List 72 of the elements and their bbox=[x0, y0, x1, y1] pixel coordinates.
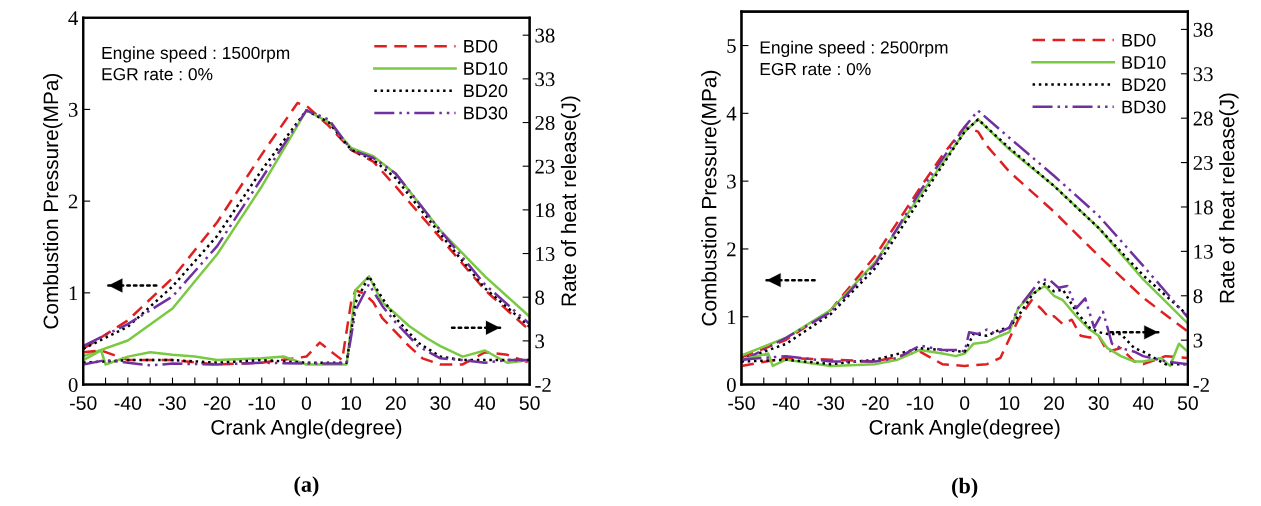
annotation: EGR rate : 0% bbox=[760, 62, 871, 76]
x-tick-label: -40 bbox=[114, 396, 142, 410]
y2-tick-label: 38 bbox=[535, 28, 555, 43]
y-tick-label: 1 bbox=[69, 286, 78, 301]
y2-tick-label: 3 bbox=[1193, 333, 1203, 348]
y-tick-label: 3 bbox=[727, 174, 736, 189]
x-tick-label: -30 bbox=[159, 396, 186, 410]
y2-tick-label: 8 bbox=[535, 290, 545, 305]
y2-tick-label: 3 bbox=[535, 334, 545, 349]
y-tick-label: 0 bbox=[726, 377, 736, 392]
y2-tick-label: 28 bbox=[535, 115, 555, 130]
y2-tick-label: 38 bbox=[1193, 22, 1213, 37]
legend-label: BD20 bbox=[464, 84, 508, 98]
x-tick-label: 40 bbox=[474, 396, 496, 410]
y2-tick-label: 33 bbox=[535, 72, 555, 87]
text: (b) bbox=[952, 477, 978, 498]
x-tick-label: 20 bbox=[385, 396, 406, 410]
y2-tick-label: 23 bbox=[1193, 156, 1213, 171]
x-axis-title: Crank Angle(degree) bbox=[869, 419, 1060, 439]
x-axis-title: Crank Angle(degree) bbox=[211, 419, 402, 439]
x-tick-label: 0 bbox=[960, 396, 970, 410]
x-tick-label: 30 bbox=[430, 396, 451, 410]
y-axis-title: Combustion Pressure(MPa) bbox=[701, 70, 721, 326]
annotation: EGR rate : 0% bbox=[102, 68, 213, 81]
x-tick-label: -10 bbox=[906, 396, 934, 410]
y2-axis-title: Rate of heat release(J) bbox=[1219, 93, 1239, 303]
y-tick-label: 0 bbox=[68, 377, 78, 392]
y-tick-label: 5 bbox=[727, 39, 736, 53]
y-tick-label: 2 bbox=[727, 242, 736, 257]
y-axis-title: Combustion Pressure(MPa) bbox=[42, 73, 63, 329]
y2-tick-label: 8 bbox=[1193, 289, 1203, 304]
y-tick-label: 1 bbox=[728, 310, 736, 324]
x-tick-label: 40 bbox=[1132, 396, 1154, 410]
x-tick-label: 30 bbox=[1088, 396, 1109, 410]
x-tick-label: -40 bbox=[772, 396, 800, 410]
legend-label: BD30 bbox=[464, 106, 508, 120]
y-tick-label: 4 bbox=[726, 106, 737, 121]
y-tick-label: 3 bbox=[68, 102, 78, 117]
y2-tick-label: 33 bbox=[1193, 67, 1213, 82]
y2-tick-label: 13 bbox=[1194, 244, 1213, 259]
x-tick-label: 50 bbox=[1177, 396, 1198, 410]
y2-axis-title: Rate of heat release(J) bbox=[560, 96, 581, 306]
x-tick-label: -30 bbox=[817, 396, 845, 410]
legend-label: BD0 bbox=[1122, 33, 1156, 47]
legend-label: BD20 bbox=[1122, 78, 1166, 92]
x-tick-label: 20 bbox=[1044, 396, 1064, 410]
x-tick-label: -50 bbox=[70, 396, 97, 410]
x-tick-label: -20 bbox=[203, 396, 231, 410]
y2-tick-label: -2 bbox=[1193, 377, 1209, 392]
line-series bbox=[741, 298, 1188, 368]
y2-tick-label: 13 bbox=[536, 246, 555, 261]
legend-label: BD10 bbox=[1122, 56, 1166, 69]
x-tick-label: -10 bbox=[248, 396, 276, 410]
x-tick-label: 0 bbox=[301, 396, 312, 410]
x-tick-label: 50 bbox=[519, 396, 540, 410]
annotation: Engine speed : 2500rpm bbox=[760, 40, 948, 58]
x-tick-label: -20 bbox=[862, 396, 889, 410]
y2-tick-label: 28 bbox=[1193, 111, 1213, 126]
y2-tick-label: 18 bbox=[536, 203, 555, 218]
annotation: Engine speed : 1500rpm bbox=[102, 46, 290, 63]
y-tick-label: 2 bbox=[68, 194, 78, 209]
x-tick-label: -50 bbox=[728, 396, 755, 410]
legend-label: BD10 bbox=[464, 62, 508, 75]
text: (a) bbox=[294, 476, 319, 497]
legend-label: BD0 bbox=[464, 39, 498, 53]
y2-tick-label: 23 bbox=[535, 159, 555, 174]
x-tick-label: 10 bbox=[999, 396, 1020, 410]
y2-tick-label: -2 bbox=[535, 377, 551, 392]
legend-label: BD30 bbox=[1122, 100, 1166, 114]
y2-tick-label: 18 bbox=[1194, 200, 1213, 215]
x-tick-label: 10 bbox=[341, 396, 362, 410]
y-tick-label: 4 bbox=[68, 11, 79, 25]
